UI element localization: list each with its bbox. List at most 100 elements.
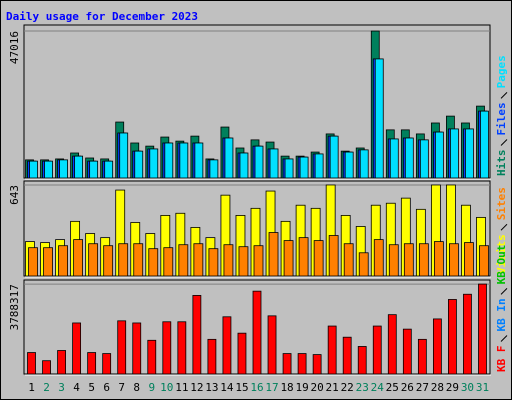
- x-tick-label: 11: [175, 381, 188, 394]
- bar: [102, 353, 112, 375]
- bar: [192, 295, 202, 375]
- y-tick-label: 3788317: [8, 284, 21, 330]
- bar: [357, 346, 367, 375]
- bar: [388, 244, 399, 277]
- bar: [298, 237, 309, 277]
- bar: [268, 232, 279, 277]
- bar: [313, 240, 324, 277]
- bar: [74, 155, 84, 179]
- bar: [403, 243, 414, 277]
- legend-label: Pages: [495, 55, 508, 88]
- bar: [344, 151, 354, 179]
- bar: [297, 353, 307, 375]
- bar: [28, 247, 38, 277]
- bar: [404, 137, 414, 179]
- bar: [314, 153, 324, 179]
- bar: [42, 360, 51, 375]
- legend-label: Visits: [495, 234, 508, 274]
- legend-label: KB Out: [495, 245, 508, 285]
- x-tick-label: 4: [73, 381, 80, 394]
- x-tick-label: 1: [28, 381, 35, 394]
- bar: [27, 352, 36, 375]
- x-tick-label: 13: [205, 381, 218, 394]
- x-tick-label: 18: [280, 381, 293, 394]
- bar: [328, 235, 339, 277]
- bar: [194, 142, 204, 179]
- x-tick-label: 14: [220, 381, 234, 394]
- bar: [269, 148, 279, 179]
- y-tick-label: 47016: [8, 31, 21, 64]
- x-tick-label: 6: [103, 381, 110, 394]
- bar: [208, 248, 219, 277]
- bar: [178, 244, 189, 277]
- bar: [148, 248, 159, 277]
- bar: [89, 160, 99, 179]
- bar: [73, 239, 84, 277]
- bar: [238, 246, 249, 277]
- bar: [209, 159, 219, 179]
- bar: [480, 110, 489, 179]
- legend-separator: [500, 92, 508, 99]
- bar: [193, 243, 204, 277]
- x-tick-label: 22: [341, 381, 354, 394]
- bar: [252, 290, 262, 375]
- x-tick-label: 12: [190, 381, 203, 394]
- bar: [449, 243, 459, 277]
- x-tick-label: 30: [461, 381, 474, 394]
- bar: [254, 145, 264, 179]
- bar: [118, 243, 129, 277]
- bar: [434, 131, 444, 179]
- legend-separator: [500, 335, 508, 342]
- bar: [283, 240, 294, 277]
- bar: [253, 245, 264, 277]
- bar: [464, 242, 474, 277]
- bar: [163, 247, 174, 277]
- bar: [223, 244, 234, 277]
- bar: [162, 321, 172, 375]
- x-tick-label: 21: [326, 381, 339, 394]
- bar: [134, 150, 144, 179]
- bar: [103, 245, 114, 277]
- x-tick-label: 25: [386, 381, 399, 394]
- bar: [119, 132, 129, 179]
- bar: [359, 149, 369, 179]
- x-tick-label: 2: [43, 381, 50, 394]
- bar: [312, 354, 322, 375]
- bar: [389, 138, 399, 179]
- x-tick-label: 17: [265, 381, 278, 394]
- bar: [343, 243, 354, 277]
- bar: [465, 128, 474, 179]
- bar: [479, 245, 489, 277]
- legend-label: Sites: [495, 187, 508, 220]
- x-tick-label: 16: [250, 381, 263, 394]
- bar: [374, 58, 384, 179]
- bar: [419, 139, 429, 179]
- bar: [327, 325, 337, 375]
- bar: [117, 320, 127, 375]
- bar: [450, 128, 459, 179]
- bar: [147, 339, 157, 375]
- bar: [284, 158, 294, 179]
- bar: [88, 243, 99, 277]
- x-tick-label: 15: [235, 381, 248, 394]
- bar: [448, 299, 457, 375]
- bar: [387, 314, 397, 375]
- x-tick-label: 23: [356, 381, 369, 394]
- bar: [463, 293, 472, 375]
- x-tick-label: 28: [431, 381, 444, 394]
- bar: [177, 321, 187, 375]
- bar: [207, 338, 217, 375]
- bar: [59, 159, 68, 179]
- x-tick-label: 5: [88, 381, 95, 394]
- chart-title: Daily usage for December 2023: [6, 10, 198, 23]
- x-tick-label: 26: [401, 381, 414, 394]
- bar: [58, 245, 68, 277]
- bar: [44, 160, 53, 179]
- bar: [267, 315, 277, 375]
- bar: [224, 137, 234, 179]
- bar: [104, 160, 114, 179]
- bar: [358, 252, 369, 277]
- legend-separator: [500, 288, 508, 295]
- bar: [417, 338, 427, 375]
